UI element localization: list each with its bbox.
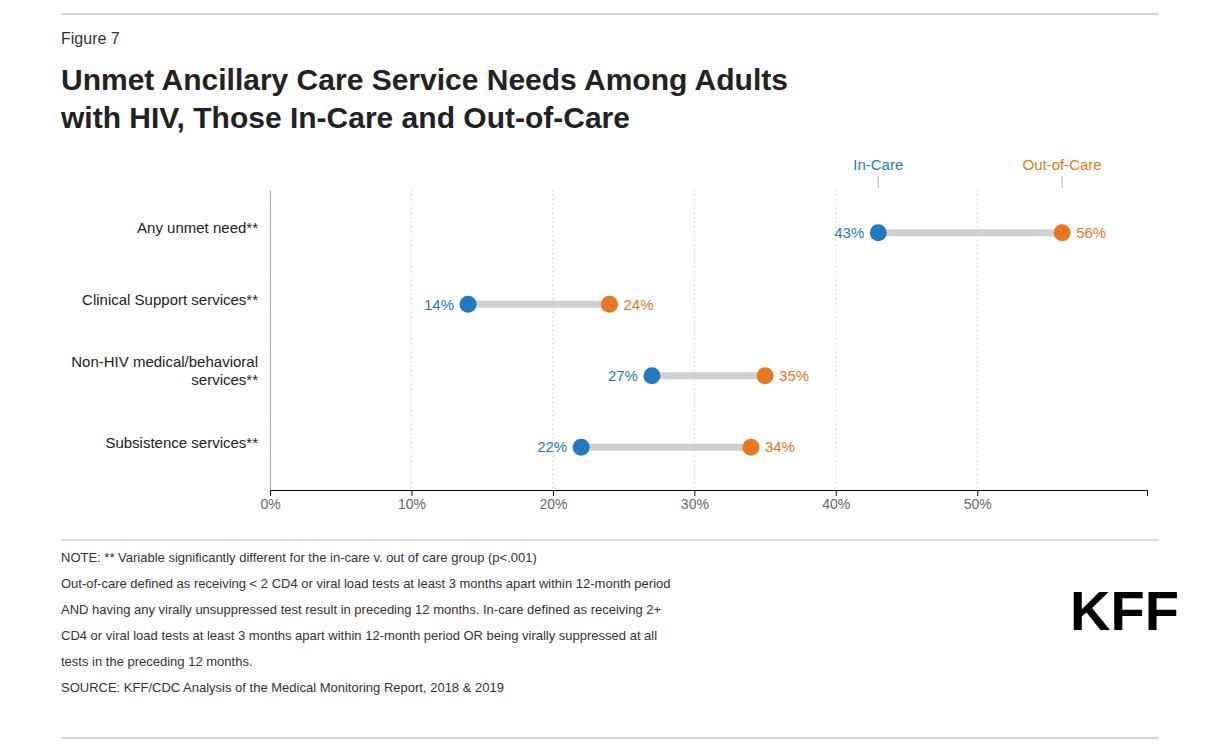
x-axis: 0% 10% 20% 30% 40% 50%	[260, 490, 1147, 512]
x-tick-label: 0%	[260, 496, 280, 512]
note-line: CD4 or viral load tests at least 3 month…	[61, 628, 657, 643]
x-tick-label: 20%	[539, 496, 567, 512]
category-label-line: Any unmet need**	[137, 219, 258, 236]
grid-line	[270, 190, 271, 490]
data-label: 22%	[537, 438, 567, 455]
data-label: 27%	[608, 367, 638, 384]
notes: NOTE: ** Variable significantly differen…	[61, 550, 671, 695]
title-line: with HIV, Those In-Care and Out-of-Care	[60, 101, 630, 134]
x-tick: 40%	[822, 490, 850, 512]
top-border	[61, 14, 1159, 15]
x-tick-label: 40%	[822, 496, 850, 512]
dot	[460, 296, 477, 313]
y-tick: Any unmet need**	[137, 219, 270, 236]
category-label-line: Non-HIV medical/behavioral	[71, 353, 258, 370]
connector	[878, 229, 1062, 236]
x-tick: 20%	[539, 490, 567, 512]
x-tick-label: 30%	[681, 496, 709, 512]
dot	[1054, 224, 1071, 241]
legend-label: In-Care	[853, 156, 903, 173]
x-tick: 30%	[681, 490, 709, 512]
notes-separator	[61, 540, 1159, 541]
data-label: 56%	[1076, 224, 1106, 241]
category-label-line: services**	[191, 371, 258, 388]
dot	[573, 439, 590, 456]
note-line: AND having any virally unsuppressed test…	[61, 602, 661, 617]
bottom-border	[61, 738, 1159, 739]
note-line: SOURCE: KFF/CDC Analysis of the Medical …	[61, 680, 504, 695]
x-tick: 10%	[398, 490, 426, 512]
legend-label: Out-of-Care	[1023, 156, 1102, 173]
data-label: 24%	[623, 296, 653, 313]
note-line: tests in the preceding 12 months.	[61, 654, 253, 669]
x-tick: 0%	[260, 490, 280, 512]
y-tick: Subsistence services**	[105, 434, 270, 451]
legend-tick	[1062, 176, 1063, 188]
connector	[581, 444, 751, 451]
logo: KFF	[1070, 579, 1179, 642]
legend: In-Care Out-of-Care	[853, 156, 1102, 188]
category-label: Non-HIV medical/behavioralservices**	[71, 353, 258, 388]
category-label-line: Clinical Support services**	[82, 291, 258, 308]
y-axis-line	[270, 191, 271, 491]
category-label-line: Subsistence services**	[105, 434, 258, 451]
data-label: 35%	[779, 367, 809, 384]
grid	[270, 190, 977, 490]
data-labels: 43% 14% 27% 22% 56% 24% 35% 34%	[424, 224, 1106, 455]
connector	[652, 372, 765, 379]
y-axis: Any unmet need** Clinical Support service…	[71, 191, 270, 491]
dot	[757, 367, 774, 384]
x-tick-label: 10%	[398, 496, 426, 512]
category-label: Subsistence services**	[105, 434, 258, 451]
dot	[870, 224, 887, 241]
dot	[601, 296, 618, 313]
data-label: 43%	[834, 224, 864, 241]
x-tick: 50%	[964, 490, 992, 512]
data-label: 34%	[765, 438, 795, 455]
data-label: 14%	[424, 296, 454, 313]
chart: Figure 7 Unmet Ancillary Care Service Nee…	[0, 0, 1220, 748]
legend-tick	[878, 176, 879, 188]
y-tick: Clinical Support services**	[82, 291, 270, 308]
x-tick-label: 50%	[964, 496, 992, 512]
grid-line	[411, 190, 412, 490]
title-line: Unmet Ancillary Care Service Needs Among…	[61, 63, 788, 96]
title: Unmet Ancillary Care Service Needs Among…	[60, 63, 788, 134]
figure-label: Figure 7	[61, 30, 120, 47]
marks	[460, 224, 1071, 455]
dot	[643, 367, 660, 384]
y-tick: Non-HIV medical/behavioralservices**	[71, 353, 270, 388]
note-line: Out-of-care defined as receiving < 2 CD4…	[61, 576, 671, 591]
dot	[742, 439, 759, 456]
category-label: Any unmet need**	[137, 219, 258, 236]
note-line: NOTE: ** Variable significantly differen…	[61, 550, 537, 565]
category-label: Clinical Support services**	[82, 291, 258, 308]
connector	[468, 301, 609, 308]
